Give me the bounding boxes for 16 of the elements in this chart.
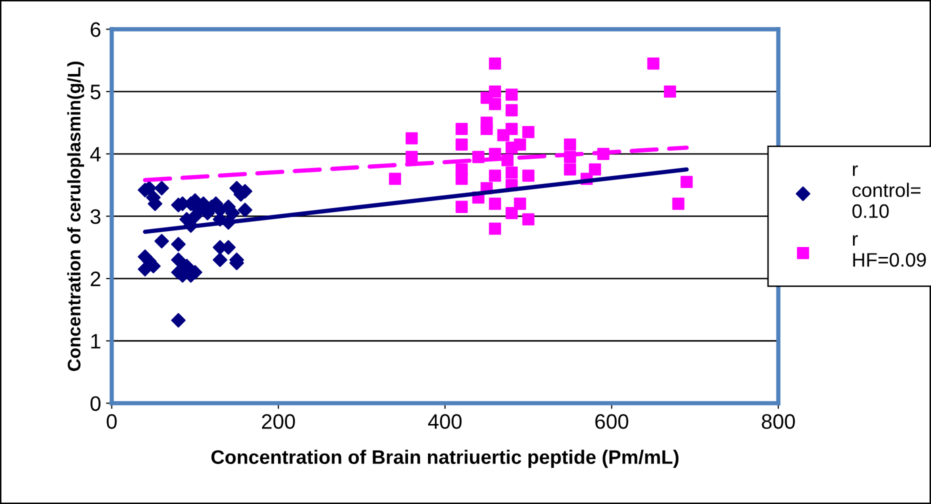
y-tick-label: 6	[90, 22, 100, 37]
y-tick-label: 4	[90, 147, 101, 162]
x-axis-title: Concentration of Brain natriuertic peptide (Pm/mL)	[211, 450, 678, 468]
x-tick-label: 400	[428, 414, 462, 429]
y-axis-title: Concentration of ceruloplasmin(g/L)	[67, 62, 84, 371]
y-tick-label: 3	[90, 209, 100, 224]
x-tick-label: 0	[106, 414, 117, 429]
y-tick-label: 0	[90, 396, 100, 411]
y-tick-label: 2	[90, 272, 100, 286]
x-tick-label: 200	[262, 414, 295, 429]
legend-label: r control= 0.10	[852, 165, 920, 218]
y-tick-label: 5	[90, 84, 100, 100]
y-tick-label: 1	[91, 334, 100, 348]
x-tick-label: 800	[762, 414, 795, 429]
legend-label: r HF=0.09	[852, 235, 926, 267]
x-tick-label: 600	[595, 414, 628, 429]
